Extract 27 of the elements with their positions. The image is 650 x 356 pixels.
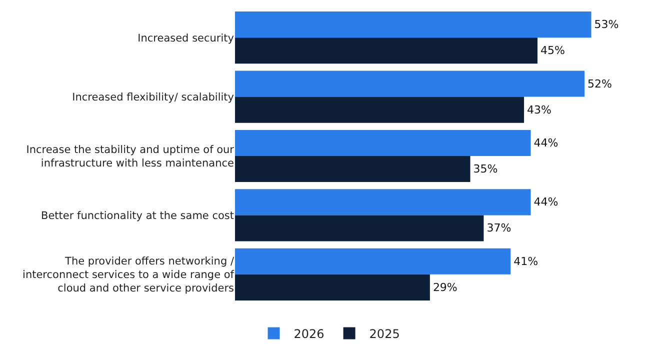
- y-tick-label: Increased security: [138, 32, 234, 44]
- data-label: 37%: [486, 222, 512, 235]
- bar: [235, 274, 430, 300]
- data-label: 41%: [514, 254, 538, 268]
- bar: [235, 215, 484, 242]
- data-label: 29%: [432, 280, 458, 294]
- bar: [235, 38, 538, 64]
- bar: [235, 189, 531, 216]
- bar: [235, 156, 470, 182]
- data-label: 43%: [527, 103, 552, 116]
- bar: [235, 96, 524, 123]
- y-tick-label: The provider offers networking / interconnect services to a wide range of cloud and other service providers: [22, 255, 234, 295]
- data-label: 53%: [594, 18, 619, 32]
- bar: [235, 130, 531, 156]
- bar: [235, 12, 592, 38]
- y-tick-label: Better functionality at the same cost: [40, 210, 234, 222]
- data-label: 44%: [534, 136, 558, 150]
- bar: [235, 248, 511, 274]
- data-label: 44%: [534, 196, 558, 209]
- data-label: 35%: [473, 162, 498, 176]
- y-tick-label: Increased flexibility/ scalability: [72, 91, 234, 104]
- data-label: 45%: [540, 44, 565, 58]
- data-label: 52%: [588, 77, 612, 90]
- bar: [235, 70, 585, 97]
- legend-label: 2025: [369, 326, 400, 341]
- legend-label: 2026: [294, 326, 324, 341]
- y-tick-label: Increase the stability and uptime of our infrastructure with less maintenance: [26, 144, 235, 170]
